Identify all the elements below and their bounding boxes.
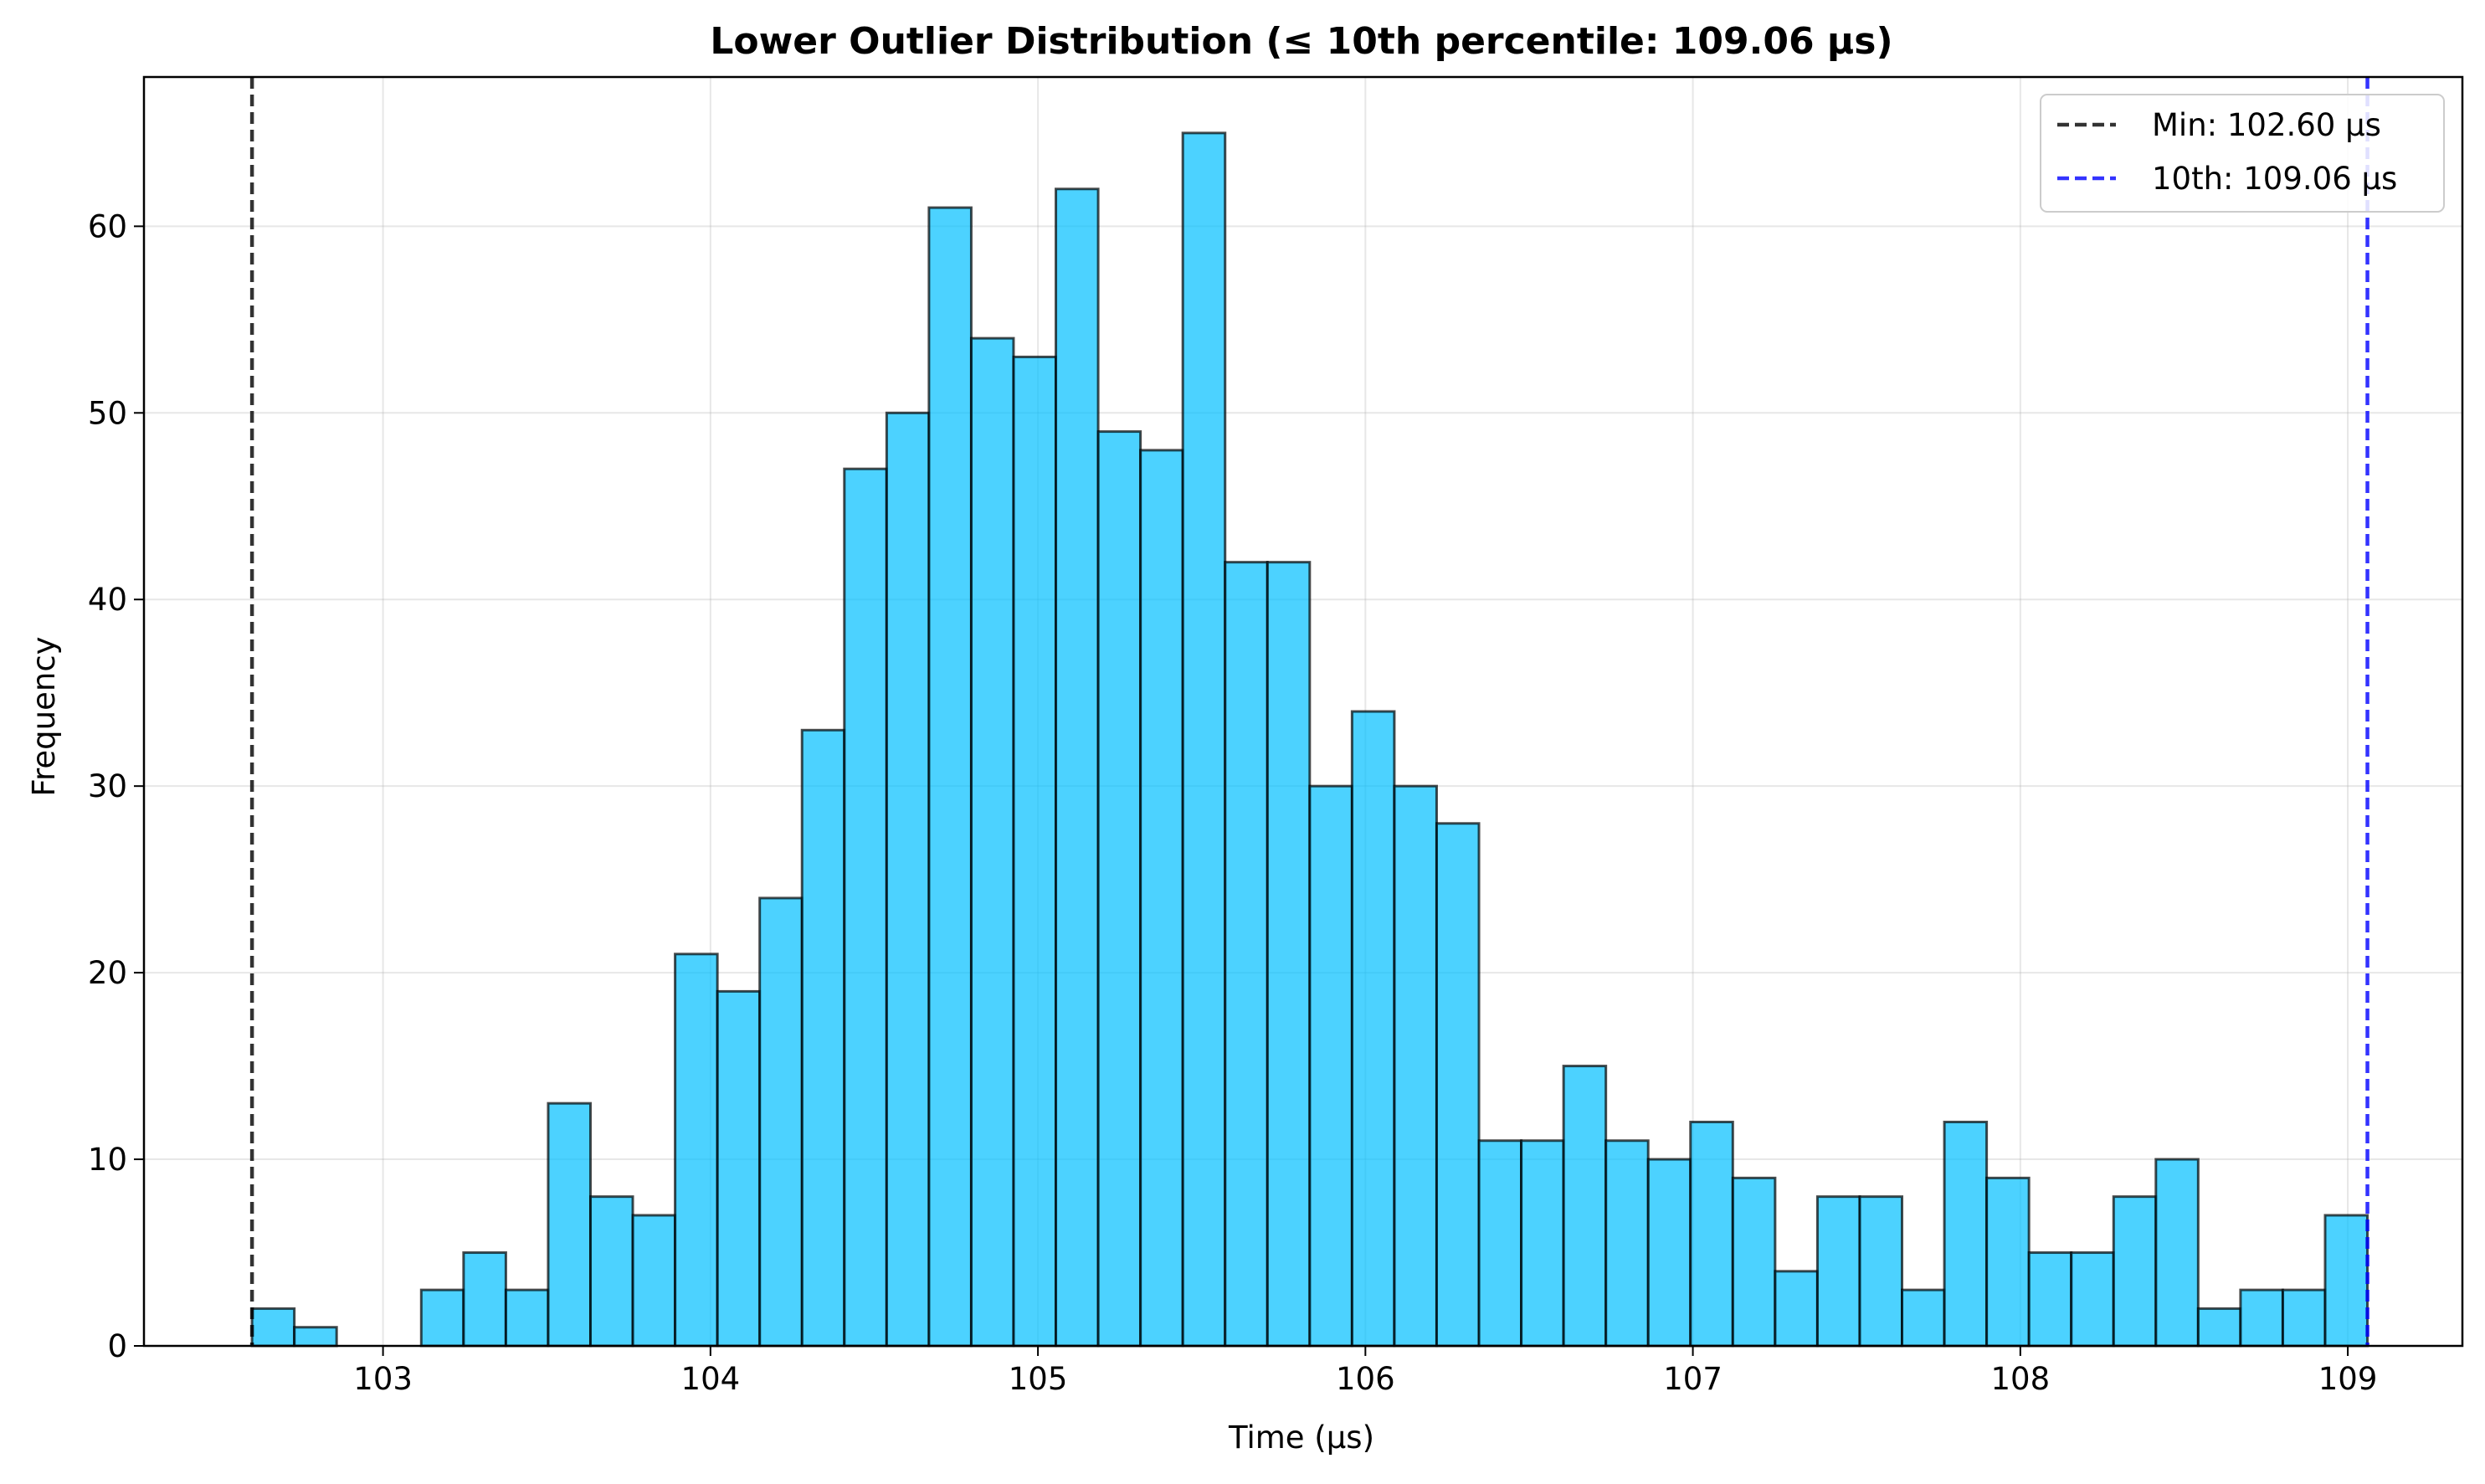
histogram-bar xyxy=(1646,1158,1692,1348)
y-tick-label: 60 xyxy=(88,208,127,244)
y-tick-label: 0 xyxy=(107,1328,127,1364)
histogram-bar xyxy=(1901,1288,1946,1348)
histogram-bar xyxy=(758,896,804,1348)
histogram-bar xyxy=(1308,784,1353,1348)
histogram-bar xyxy=(1943,1120,1989,1348)
x-tick-label: 109 xyxy=(2318,1361,2378,1397)
y-tick-label: 30 xyxy=(88,768,127,804)
histogram-bar xyxy=(1689,1120,1734,1348)
legend-box xyxy=(2040,94,2445,213)
histogram-bar xyxy=(716,989,762,1348)
histogram-bar xyxy=(2239,1288,2284,1348)
histogram-bar xyxy=(1012,355,1058,1348)
histogram-bar xyxy=(1055,187,1100,1348)
histogram-bar xyxy=(250,1307,296,1348)
y-tick-label: 50 xyxy=(88,395,127,431)
x-tick-label: 103 xyxy=(353,1361,413,1397)
chart-title: Lower Outlier Distribution (≤ 10th perce… xyxy=(710,20,1892,63)
histogram-bar xyxy=(1435,822,1481,1348)
x-tick-label: 104 xyxy=(681,1361,741,1397)
histogram-bar xyxy=(1393,784,1438,1348)
histogram-bar xyxy=(1815,1195,1861,1348)
x-tick-label: 105 xyxy=(1009,1361,1068,1397)
histogram-bar xyxy=(1520,1139,1565,1348)
histogram-bar xyxy=(843,467,888,1348)
x-tick-label: 108 xyxy=(1991,1361,2051,1397)
histogram-bar xyxy=(1224,561,1269,1348)
histogram-bar xyxy=(1266,561,1312,1348)
histogram-bar xyxy=(1858,1195,1904,1348)
histogram-bar xyxy=(800,728,846,1348)
histogram-bar xyxy=(419,1288,465,1348)
histogram-bar xyxy=(504,1288,550,1348)
x-axis-ticks: 103 104 105 106 107 108 109 xyxy=(353,1346,2377,1397)
histogram-bar xyxy=(2027,1251,2073,1348)
histogram-bar xyxy=(885,411,931,1348)
histogram-bar xyxy=(1562,1065,1608,1348)
histogram-bars xyxy=(250,131,2369,1348)
y-axis-ticks: 0 10 20 30 40 50 60 xyxy=(88,208,144,1364)
legend-min-label: Min: 102.60 μs xyxy=(2152,107,2381,143)
x-tick-label: 106 xyxy=(1336,1361,1395,1397)
histogram-bar xyxy=(547,1101,592,1348)
legend-10th-label: 10th: 109.06 μs xyxy=(2152,161,2397,197)
reference-lines xyxy=(249,77,2369,1346)
histogram-bar xyxy=(969,336,1015,1348)
x-axis-label: Time (μs) xyxy=(1228,1420,1374,1456)
histogram-bar xyxy=(1731,1176,1777,1348)
histogram-bar xyxy=(462,1251,507,1348)
y-tick-label: 20 xyxy=(88,955,127,991)
histogram-bar xyxy=(674,953,719,1348)
histogram-bar xyxy=(588,1195,634,1348)
histogram-bar xyxy=(2323,1214,2369,1348)
y-tick-label: 40 xyxy=(88,582,127,618)
histogram-bar xyxy=(2281,1288,2327,1348)
histogram-bar xyxy=(2196,1307,2242,1348)
histogram-bar xyxy=(1096,430,1142,1348)
histogram-bar xyxy=(2112,1195,2158,1348)
x-tick-label: 107 xyxy=(1663,1361,1723,1397)
y-tick-label: 10 xyxy=(88,1142,127,1178)
histogram-bar xyxy=(631,1214,677,1348)
histogram-bar xyxy=(1604,1139,1650,1348)
histogram-bar xyxy=(1350,710,1396,1348)
histogram-bar xyxy=(293,1326,338,1348)
histogram-bar xyxy=(2154,1158,2200,1348)
legend: Min: 102.60 μs 10th: 109.06 μs xyxy=(2040,94,2445,213)
histogram-bar xyxy=(1985,1176,2031,1348)
histogram-bar xyxy=(927,206,973,1348)
y-axis-label: Frequency xyxy=(26,636,62,796)
plot-area-frame xyxy=(142,75,2464,1348)
histogram-bar xyxy=(1181,131,1227,1348)
histogram-bar xyxy=(1774,1270,1819,1348)
histogram-bar xyxy=(1139,449,1184,1348)
histogram-bar xyxy=(2070,1251,2115,1348)
histogram-bar xyxy=(1477,1139,1523,1348)
